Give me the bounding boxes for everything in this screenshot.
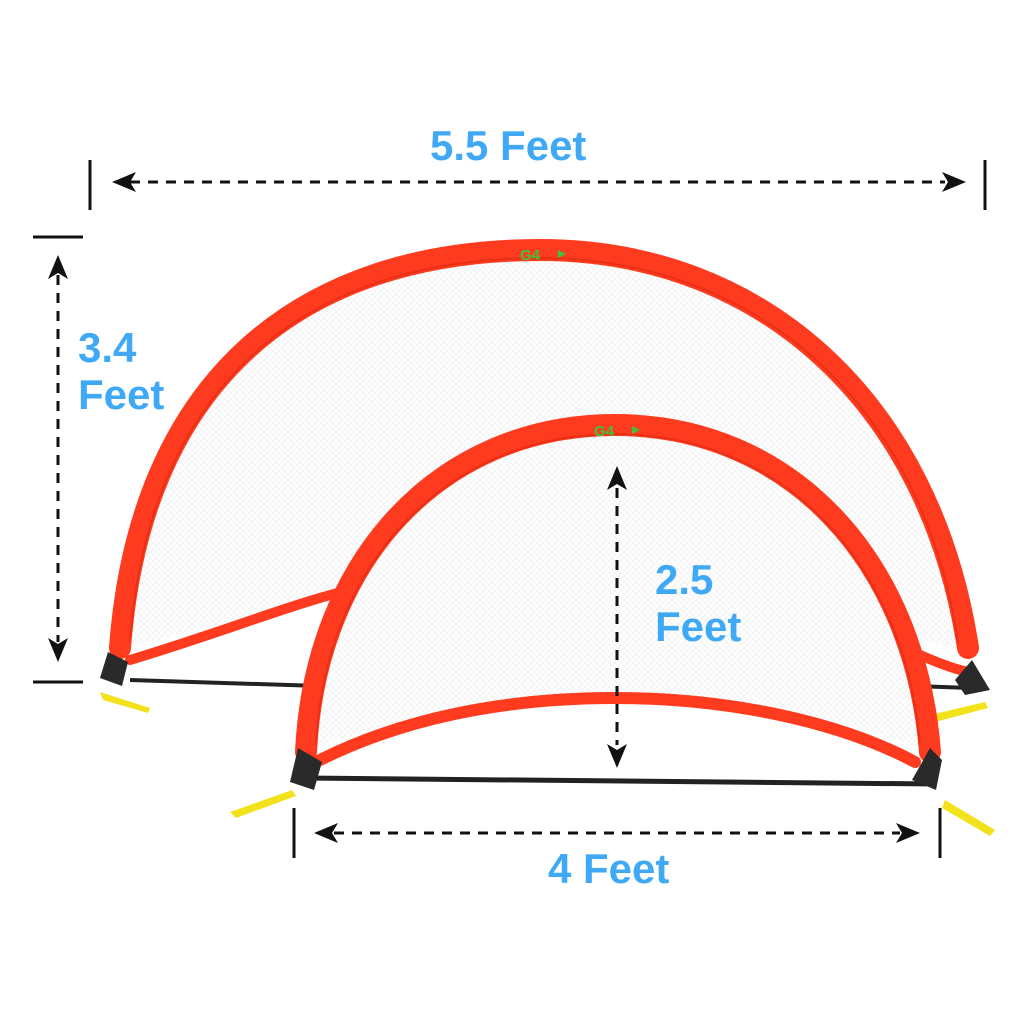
- large-width-label: 5.5 Feet: [430, 122, 587, 169]
- small-height-bottom-arrowhead: [607, 744, 627, 768]
- small-goal-right-corner: [912, 748, 942, 790]
- large-goal-left-corner: [100, 652, 128, 686]
- large-goal-logo: G4: [520, 247, 541, 264]
- small-width-dimension: [292, 808, 942, 858]
- small-goal-ground-bar: [304, 775, 936, 787]
- large-height-dimension: [33, 235, 83, 684]
- large-height-top-arrowhead: [48, 255, 68, 279]
- small-height-value: 2.5: [655, 556, 714, 603]
- large-goal-left-stake: [100, 692, 150, 713]
- small-height-dimension: [607, 466, 627, 768]
- small-goal-bottom-sleeve: [314, 691, 921, 768]
- small-goal-frame: [295, 413, 941, 763]
- large-goal-right-stake: [930, 702, 988, 722]
- small-goal-logo: G4: [594, 423, 615, 440]
- large-width-right-arrowhead: [942, 172, 966, 192]
- large-goal-ground-bar: [129, 678, 321, 688]
- large-width-dimension: [88, 160, 987, 210]
- small-goal-net: [306, 425, 930, 752]
- large-height-label: 3.4 Feet: [78, 324, 164, 418]
- small-goal-left-stake: [230, 790, 296, 818]
- large-goal-frame: [109, 238, 979, 659]
- large-height-unit: Feet: [78, 371, 165, 419]
- small-width-right-arrowhead: [896, 823, 920, 843]
- large-goal-right-corner: [955, 660, 990, 695]
- small-height-unit: Feet: [655, 603, 742, 651]
- small-height-label: 2.5 Feet: [655, 556, 741, 650]
- large-height-bottom-arrowhead: [48, 638, 68, 662]
- large-height-value: 3.4: [78, 324, 137, 371]
- large-width-left-arrowhead: [112, 172, 136, 192]
- small-goal-right-stake: [942, 800, 995, 836]
- small-height-top-arrowhead: [607, 466, 627, 490]
- small-width-left-arrowhead: [314, 823, 338, 843]
- small-width-label: 4 Feet: [548, 845, 670, 892]
- small-goal: G4: [230, 413, 995, 836]
- small-goal-left-corner: [290, 748, 322, 790]
